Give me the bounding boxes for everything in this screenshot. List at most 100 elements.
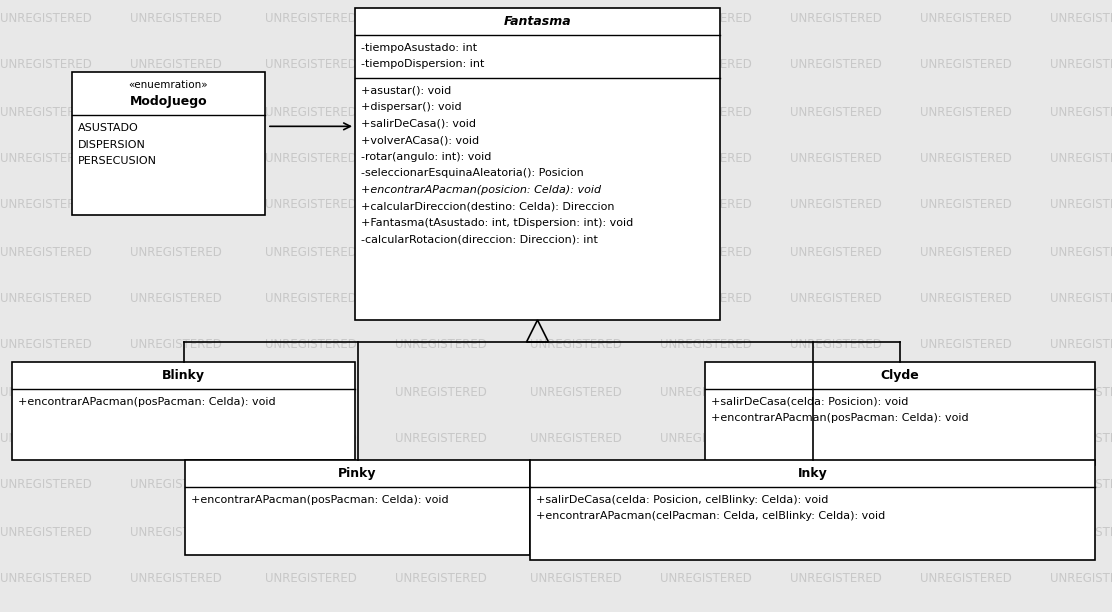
Text: Clyde: Clyde — [881, 369, 920, 382]
Text: +encontrarAPacman(celPacman: Celda, celBlinky: Celda): void: +encontrarAPacman(celPacman: Celda, celB… — [536, 511, 885, 521]
Text: UNREGISTERED: UNREGISTERED — [920, 59, 1012, 72]
Text: UNREGISTERED: UNREGISTERED — [130, 291, 222, 305]
Text: -calcularRotacion(direccion: Direccion): int: -calcularRotacion(direccion: Direccion):… — [361, 234, 598, 244]
Text: UNREGISTERED: UNREGISTERED — [395, 386, 487, 398]
Text: UNREGISTERED: UNREGISTERED — [265, 59, 357, 72]
Text: UNREGISTERED: UNREGISTERED — [395, 105, 487, 119]
Text: UNREGISTERED: UNREGISTERED — [661, 572, 752, 584]
Text: UNREGISTERED: UNREGISTERED — [395, 479, 487, 491]
Text: -tiempoAsustado: int: -tiempoAsustado: int — [361, 43, 477, 53]
Text: UNREGISTERED: UNREGISTERED — [530, 245, 622, 258]
Text: UNREGISTERED: UNREGISTERED — [395, 59, 487, 72]
Text: UNREGISTERED: UNREGISTERED — [790, 479, 882, 491]
Bar — [72, 72, 265, 215]
Text: UNREGISTERED: UNREGISTERED — [130, 198, 222, 212]
Text: UNREGISTERED: UNREGISTERED — [265, 572, 357, 584]
Text: UNREGISTERED: UNREGISTERED — [1050, 431, 1112, 444]
Text: UNREGISTERED: UNREGISTERED — [530, 526, 622, 539]
Text: +calcularDireccion(destino: Celda): Direccion: +calcularDireccion(destino: Celda): Dire… — [361, 201, 615, 211]
Text: UNREGISTERED: UNREGISTERED — [0, 386, 92, 398]
Text: UNREGISTERED: UNREGISTERED — [790, 59, 882, 72]
Text: UNREGISTERED: UNREGISTERED — [661, 479, 752, 491]
Text: -seleccionarEsquinaAleatoria(): Posicion: -seleccionarEsquinaAleatoria(): Posicion — [361, 168, 584, 178]
Text: UNREGISTERED: UNREGISTERED — [661, 386, 752, 398]
Text: UNREGISTERED: UNREGISTERED — [0, 59, 92, 72]
Text: UNREGISTERED: UNREGISTERED — [1050, 479, 1112, 491]
Text: UNREGISTERED: UNREGISTERED — [661, 12, 752, 24]
Text: UNREGISTERED: UNREGISTERED — [395, 152, 487, 165]
Text: UNREGISTERED: UNREGISTERED — [395, 526, 487, 539]
Text: UNREGISTERED: UNREGISTERED — [130, 12, 222, 24]
Text: UNREGISTERED: UNREGISTERED — [1050, 291, 1112, 305]
Text: UNREGISTERED: UNREGISTERED — [790, 386, 882, 398]
Bar — [12, 362, 355, 460]
Text: UNREGISTERED: UNREGISTERED — [1050, 12, 1112, 24]
Text: UNREGISTERED: UNREGISTERED — [790, 526, 882, 539]
Text: +salirDeCasa(celda: Posicion, celBlinky: Celda): void: +salirDeCasa(celda: Posicion, celBlinky:… — [536, 494, 828, 505]
Bar — [185, 460, 530, 555]
Text: UNREGISTERED: UNREGISTERED — [0, 291, 92, 305]
Text: UNREGISTERED: UNREGISTERED — [265, 291, 357, 305]
Text: UNREGISTERED: UNREGISTERED — [265, 12, 357, 24]
Text: UNREGISTERED: UNREGISTERED — [790, 12, 882, 24]
Text: UNREGISTERED: UNREGISTERED — [920, 245, 1012, 258]
Text: +asustar(): void: +asustar(): void — [361, 86, 451, 95]
Text: UNREGISTERED: UNREGISTERED — [130, 152, 222, 165]
Text: ASUSTADO: ASUSTADO — [78, 123, 139, 133]
Text: UNREGISTERED: UNREGISTERED — [0, 431, 92, 444]
Text: UNREGISTERED: UNREGISTERED — [130, 338, 222, 351]
Text: UNREGISTERED: UNREGISTERED — [395, 12, 487, 24]
Bar — [705, 362, 1095, 465]
Text: UNREGISTERED: UNREGISTERED — [1050, 152, 1112, 165]
Text: Pinky: Pinky — [338, 467, 377, 480]
Text: +volverACasa(): void: +volverACasa(): void — [361, 135, 479, 145]
Text: +salirDeCasa(celda: Posicion): void: +salirDeCasa(celda: Posicion): void — [711, 397, 909, 407]
Text: UNREGISTERED: UNREGISTERED — [0, 479, 92, 491]
Text: UNREGISTERED: UNREGISTERED — [661, 291, 752, 305]
Text: UNREGISTERED: UNREGISTERED — [265, 198, 357, 212]
Text: ModoJuego: ModoJuego — [130, 95, 207, 108]
Text: UNREGISTERED: UNREGISTERED — [920, 198, 1012, 212]
Text: UNREGISTERED: UNREGISTERED — [265, 431, 357, 444]
Text: -rotar(angulo: int): void: -rotar(angulo: int): void — [361, 152, 492, 162]
Text: UNREGISTERED: UNREGISTERED — [0, 152, 92, 165]
Text: UNREGISTERED: UNREGISTERED — [790, 245, 882, 258]
Bar — [355, 8, 719, 320]
Text: UNREGISTERED: UNREGISTERED — [395, 338, 487, 351]
Text: UNREGISTERED: UNREGISTERED — [130, 431, 222, 444]
Text: UNREGISTERED: UNREGISTERED — [1050, 526, 1112, 539]
Text: Fantasma: Fantasma — [504, 15, 572, 28]
Text: UNREGISTERED: UNREGISTERED — [265, 386, 357, 398]
Text: PERSECUSION: PERSECUSION — [78, 156, 157, 166]
Text: UNREGISTERED: UNREGISTERED — [265, 338, 357, 351]
Text: UNREGISTERED: UNREGISTERED — [1050, 245, 1112, 258]
Text: +encontrarAPacman(posPacman: Celda): void: +encontrarAPacman(posPacman: Celda): voi… — [18, 397, 276, 407]
Text: UNREGISTERED: UNREGISTERED — [920, 338, 1012, 351]
Text: UNREGISTERED: UNREGISTERED — [790, 431, 882, 444]
Text: UNREGISTERED: UNREGISTERED — [790, 572, 882, 584]
Text: Blinky: Blinky — [162, 369, 205, 382]
Text: +encontrarAPacman(posPacman: Celda): void: +encontrarAPacman(posPacman: Celda): voi… — [191, 494, 448, 505]
Text: UNREGISTERED: UNREGISTERED — [920, 152, 1012, 165]
Text: UNREGISTERED: UNREGISTERED — [0, 12, 92, 24]
Text: UNREGISTERED: UNREGISTERED — [1050, 338, 1112, 351]
Text: UNREGISTERED: UNREGISTERED — [130, 526, 222, 539]
Text: UNREGISTERED: UNREGISTERED — [265, 245, 357, 258]
Text: UNREGISTERED: UNREGISTERED — [1050, 59, 1112, 72]
Text: UNREGISTERED: UNREGISTERED — [130, 572, 222, 584]
Text: UNREGISTERED: UNREGISTERED — [661, 245, 752, 258]
Text: +encontrarAPacman(posicion: Celda): void: +encontrarAPacman(posicion: Celda): void — [361, 185, 602, 195]
Text: UNREGISTERED: UNREGISTERED — [395, 291, 487, 305]
Text: UNREGISTERED: UNREGISTERED — [1050, 572, 1112, 584]
Text: UNREGISTERED: UNREGISTERED — [265, 105, 357, 119]
Text: UNREGISTERED: UNREGISTERED — [0, 245, 92, 258]
Text: UNREGISTERED: UNREGISTERED — [395, 431, 487, 444]
Text: UNREGISTERED: UNREGISTERED — [130, 386, 222, 398]
Text: UNREGISTERED: UNREGISTERED — [920, 105, 1012, 119]
Text: UNREGISTERED: UNREGISTERED — [530, 152, 622, 165]
Text: UNREGISTERED: UNREGISTERED — [1050, 386, 1112, 398]
Text: UNREGISTERED: UNREGISTERED — [661, 338, 752, 351]
Text: UNREGISTERED: UNREGISTERED — [0, 105, 92, 119]
Text: UNREGISTERED: UNREGISTERED — [920, 386, 1012, 398]
Text: UNREGISTERED: UNREGISTERED — [920, 431, 1012, 444]
